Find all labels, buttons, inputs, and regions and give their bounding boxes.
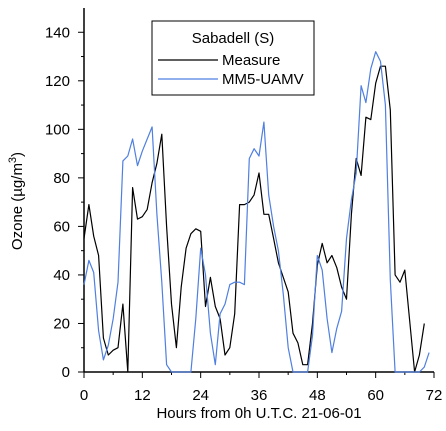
y-tick-label: 60: [53, 218, 70, 235]
y-axis-title-close: ): [9, 152, 26, 157]
x-tick-label: 48: [309, 387, 326, 404]
legend-label-mm5-uamv: MM5-UAMV: [222, 71, 304, 88]
series-lines: [83, 51, 430, 373]
legend-title: Sabadell (S): [192, 30, 275, 47]
legend-box: [151, 20, 315, 96]
x-tick-label: 24: [192, 387, 209, 404]
y-tick-label: 80: [53, 170, 70, 187]
y-axis-title-main: Ozone (µg/m: [9, 163, 26, 250]
x-axis-title: Hours from 0h U.T.C. 21-06-01: [156, 405, 361, 422]
x-tick-label: 12: [134, 387, 151, 404]
y-axis-ticks: 0 20 40 60 80 100 120 140: [45, 24, 84, 381]
x-tick-label: 60: [367, 387, 384, 404]
y-tick-label: 120: [45, 73, 70, 90]
y-tick-label: 100: [45, 121, 70, 138]
y-axis-title-sup: 3: [7, 157, 19, 163]
legend: Sabadell (S) Measure MM5-UAMV: [151, 20, 315, 96]
y-tick-label: 20: [53, 315, 70, 332]
series-line-measure: [83, 65, 425, 373]
x-tick-label: 0: [80, 387, 88, 404]
y-tick-label: 0: [62, 364, 70, 381]
x-tick-label: 72: [426, 387, 443, 404]
y-tick-label: 140: [45, 24, 70, 41]
y-axis-title: Ozone (µg/m3): [7, 152, 26, 250]
series-line-mm5-uamv: [83, 51, 430, 373]
y-tick-label: 40: [53, 267, 70, 284]
legend-label-measure: Measure: [222, 52, 280, 69]
x-tick-label: 36: [251, 387, 268, 404]
x-axis-ticks: 0 12 24 36 48 60 72: [80, 372, 443, 404]
